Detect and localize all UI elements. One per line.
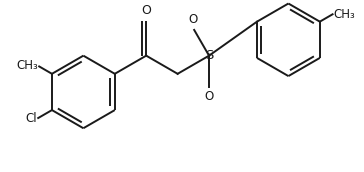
Text: O: O — [141, 4, 151, 17]
Text: Cl: Cl — [25, 111, 37, 125]
Text: O: O — [205, 90, 214, 103]
Text: O: O — [189, 13, 198, 26]
Text: CH₃: CH₃ — [16, 59, 38, 72]
Text: S: S — [205, 49, 213, 62]
Text: CH₃: CH₃ — [334, 8, 356, 21]
